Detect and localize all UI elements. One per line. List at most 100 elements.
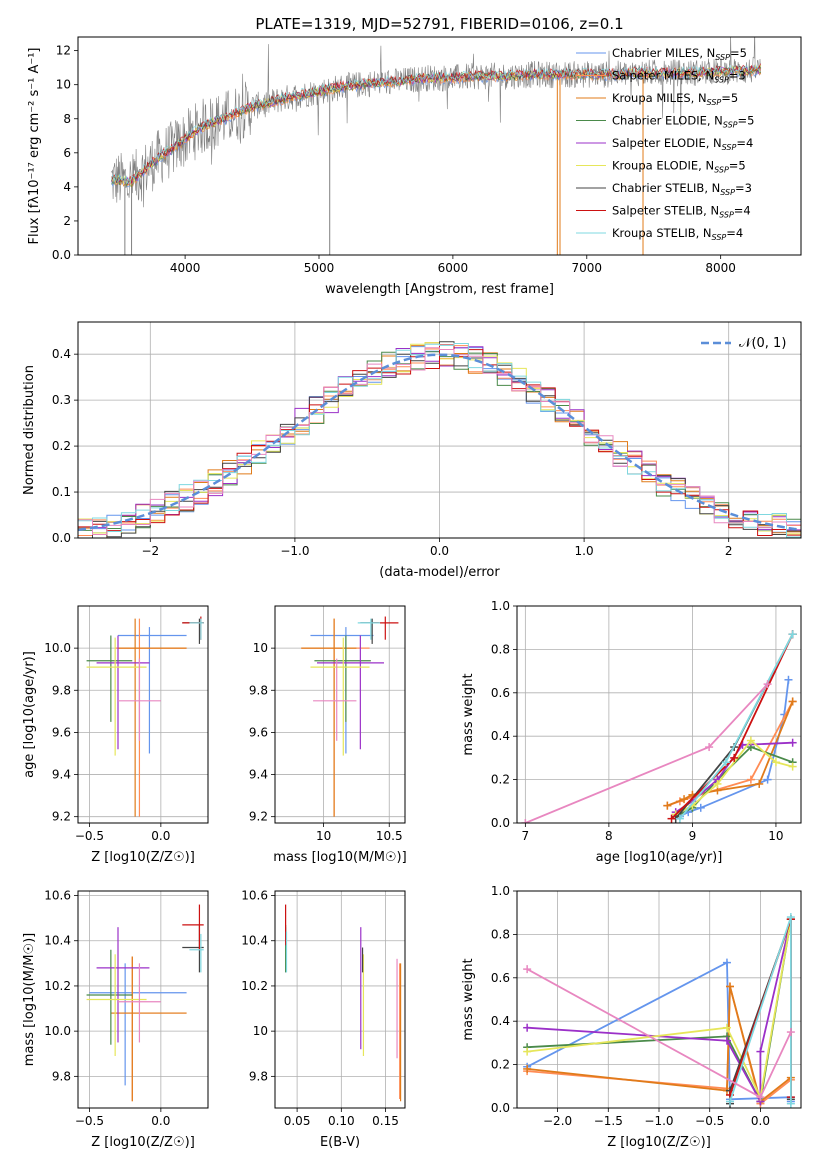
legend-text: =4 <box>726 226 743 240</box>
y-tick-label: 9.6 <box>249 725 268 739</box>
x-tick-label: 7000 <box>572 261 603 275</box>
axes-frame <box>77 605 209 824</box>
plot-area <box>78 891 208 1108</box>
legend-entry: Chabrier MILES, NSSP=5 <box>612 46 747 62</box>
y-axis-label: Normed distribution <box>22 365 37 495</box>
legend-text: Kroupa ELODIE, N <box>612 159 714 173</box>
x-tick-label: 0.0 <box>430 544 449 558</box>
axes-frame <box>516 605 802 824</box>
x-axis-label: E(B-V) <box>320 1135 360 1150</box>
y-tick-label: 6 <box>63 146 71 160</box>
y-tick-label: 10.4 <box>44 934 71 948</box>
legend-text: Chabrier ELODIE, N <box>612 114 723 128</box>
residual-histogram <box>78 347 801 535</box>
y-tick-label: 0.8 <box>491 642 510 656</box>
x-tick-label: 0.0 <box>151 829 170 843</box>
x-tick-label: −2 <box>141 544 159 558</box>
legend-entry: Kroupa STELIB, NSSP=4 <box>612 226 743 242</box>
y-tick-label: 0.0 <box>491 1101 510 1115</box>
y-tick-label: 0.0 <box>52 248 71 262</box>
x-tick-label: 5000 <box>304 261 335 275</box>
x-axis-label: Z [log10(Z/Z☉)] <box>607 1135 711 1150</box>
y-tick-label: 0.4 <box>491 1014 510 1028</box>
plot-area <box>111 37 762 255</box>
plot-area <box>78 322 801 538</box>
panel-mass_vs_EBV: 0.05 0.10 0.15 9.8 10 10.2 10.4 10.6 E(B-V) <box>241 889 406 1150</box>
legend-entry: 𝒩(0, 1) <box>739 336 786 351</box>
legend-text: =4 <box>734 204 751 218</box>
x-axis-label: age [log10(age/yr)] <box>596 850 723 865</box>
x-tick-label: 10 <box>316 829 331 843</box>
x-tick-label: 0.0 <box>751 1114 770 1128</box>
legend-entry: Chabrier ELODIE, NSSP=5 <box>612 114 754 130</box>
axes-frame <box>274 890 406 1109</box>
x-tick-label: −1.0 <box>644 1114 673 1128</box>
model-line <box>111 64 761 184</box>
x-tick-label: 10.5 <box>376 829 403 843</box>
legend-text: Chabrier STELIB, N <box>612 181 720 195</box>
x-tick-label: −1.0 <box>280 544 309 558</box>
y-tick-label: 9.8 <box>249 1069 268 1083</box>
x-axis-label: mass [log10(M/M☉)] <box>273 850 406 865</box>
x-tick-label: −0.5 <box>75 829 104 843</box>
panel-age_vs_mass: 10 10.5 9.2 9.4 9.6 9.8 10 mass [log10(M/M☉)] <box>249 605 407 865</box>
x-tick-label: 0.15 <box>372 1114 399 1128</box>
panel-spectrum: 4000 5000 6000 7000 8000 0.0 2 4 6 8 10 12 wavelengt… <box>27 15 802 297</box>
plot-area <box>275 606 405 823</box>
y-tick-label: 0.2 <box>52 439 71 453</box>
residual-histogram <box>78 344 801 538</box>
panel-weight_vs_age: 7 8 9 10 0.0 0.2 0.4 0.6 0.8 1.0 age [log10(age/yr… <box>461 599 802 865</box>
y-tick-label: 10.6 <box>44 889 71 903</box>
y-axis-label: mass [log10(M/M☉)] <box>22 933 37 1066</box>
x-axis-label: (data-model)/error <box>379 565 500 580</box>
legend-text: =4 <box>736 136 753 150</box>
axes-frame <box>77 321 802 539</box>
y-axis-label: Flux [fλ10⁻¹⁷ erg cm⁻² s⁻¹ A⁻¹] <box>27 48 42 245</box>
legend-entry: Kroupa MILES, NSSP=5 <box>612 91 738 107</box>
weight-line <box>670 633 794 820</box>
model-line <box>111 64 762 185</box>
y-tick-label: 0.8 <box>491 927 510 941</box>
x-tick-label: 8 <box>605 829 613 843</box>
chart-title: PLATE=1319, MJD=52791, FIBERID=0106, z=0… <box>255 15 623 33</box>
y-tick-label: 9.2 <box>52 810 71 824</box>
x-tick-label: 0.10 <box>328 1114 355 1128</box>
weight-line <box>675 633 794 820</box>
y-axis-label: mass weight <box>461 673 476 755</box>
legend-subscript: SSP <box>723 121 738 130</box>
y-tick-label: 10 <box>56 78 71 92</box>
legend-subscript: SSP <box>707 98 722 107</box>
x-tick-label: 8000 <box>705 261 736 275</box>
axes-frame <box>516 890 802 1109</box>
plot-area <box>517 606 801 823</box>
y-tick-label: 10 <box>253 1024 268 1038</box>
y-tick-label: 10.2 <box>241 979 268 993</box>
y-tick-label: 10.4 <box>241 934 268 948</box>
x-axis-label: wavelength [Angstrom, rest frame] <box>325 282 554 297</box>
y-tick-label: 0.0 <box>491 816 510 830</box>
y-tick-label: 0.0 <box>52 531 71 545</box>
legend-text: =3 <box>735 181 752 195</box>
x-tick-label: −2.0 <box>543 1114 572 1128</box>
y-tick-label: 10.2 <box>44 979 71 993</box>
plot-area <box>78 606 208 823</box>
legend-subscript: SSP <box>719 211 734 220</box>
y-tick-label: 10.6 <box>241 889 268 903</box>
axes-frame <box>77 890 209 1109</box>
legend-subscript: SSP <box>720 188 735 197</box>
x-tick-label: 7 <box>522 829 530 843</box>
y-tick-label: 0.4 <box>52 347 71 361</box>
y-axis-label: mass weight <box>461 958 476 1040</box>
y-tick-label: 0.4 <box>491 729 510 743</box>
plot-area <box>517 891 801 1108</box>
legend-entry: Salpeter STELIB, NSSP=4 <box>612 204 751 220</box>
y-tick-label: 1.0 <box>491 884 510 898</box>
x-tick-label: 6000 <box>438 261 469 275</box>
axes-frame <box>77 36 802 256</box>
y-axis-label: age [log10(age/yr)] <box>22 651 37 778</box>
y-tick-label: 0.1 <box>52 485 71 499</box>
legend-text: Kroupa STELIB, N <box>612 226 712 240</box>
y-tick-label: 9.4 <box>52 768 71 782</box>
legend-text: Salpeter STELIB, N <box>612 204 719 218</box>
legend-text: Salpeter ELODIE, N <box>612 136 722 150</box>
